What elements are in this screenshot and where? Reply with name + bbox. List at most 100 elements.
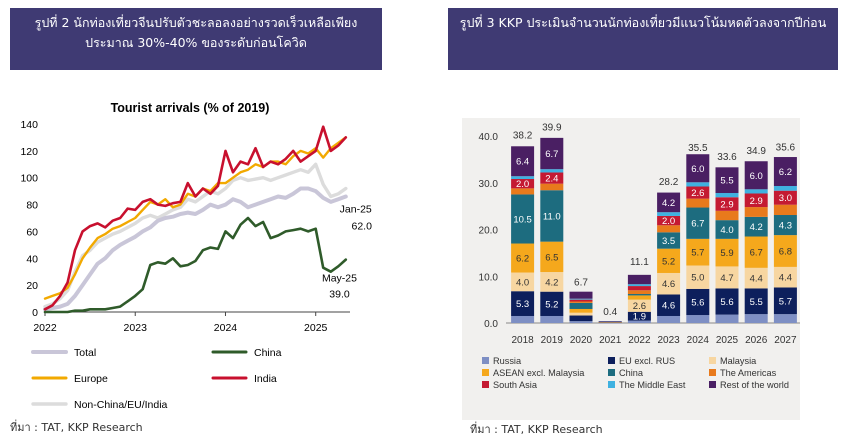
bar-total-label: 28.2	[659, 177, 679, 188]
x-tick-label: 2022	[628, 335, 651, 346]
bar-segment-asean-excl-malaysia	[569, 308, 593, 313]
bar-segment-the-middle-east	[540, 169, 564, 173]
bar-total-label: 39.9	[542, 122, 562, 133]
x-tick-label: 2026	[745, 335, 768, 346]
bar-segment-south-asia	[540, 172, 564, 184]
left-banner-text: รูปที่ 2 นักท่องเที่ยวจีนปรับตัวชะลอลงอย…	[34, 15, 358, 50]
bar-total-label: 35.5	[688, 143, 708, 154]
segment-label: 5.5	[750, 297, 763, 308]
bar-segment-the-americas	[686, 198, 710, 208]
bar-segment-the-middle-east	[686, 182, 710, 187]
bar-segment-south-asia	[511, 179, 535, 189]
segment-label: 6.2	[779, 167, 792, 178]
legend-label-south-asia: South Asia	[493, 380, 538, 390]
left-banner-title: รูปที่ 2 นักท่องเที่ยวจีนปรับตัวชะลอลงอย…	[10, 8, 382, 70]
x-tick-label: 2020	[570, 335, 593, 346]
bar-segment-russia	[540, 315, 564, 323]
legend-swatch-malaysia	[709, 357, 716, 364]
right-banner-title: รูปที่ 3 KKP ประเมินจำนวนนักท่องเที่ยวมี…	[448, 8, 838, 70]
line-chart-annotations: Jan-25 62.0 May-25 39.0	[322, 204, 372, 301]
bar-segment-china	[773, 215, 797, 236]
legend-swatch-asean-excl-malaysia	[482, 369, 489, 376]
segment-label: 5.7	[691, 248, 704, 259]
bar-total-label: 38.2	[513, 130, 533, 141]
segment-label: 4.0	[516, 277, 529, 288]
segment-label: 3.5	[662, 236, 675, 247]
bar-segment-malaysia	[540, 272, 564, 292]
segment-label: 4.2	[662, 198, 675, 209]
segment-label: 4.7	[720, 273, 733, 284]
bar-chart-legend: Russia EU excl. RUS Malaysia ASEAN excl. Ma…	[482, 356, 789, 390]
y-tick-label: 40	[26, 253, 38, 265]
bar-segment-china	[540, 190, 564, 242]
bar-segment-the-americas	[773, 204, 797, 216]
bar-segment-eu-excl-rus	[715, 288, 739, 315]
segment-label: 4.3	[779, 221, 792, 232]
bar-segment-malaysia	[686, 265, 710, 289]
bar-chart-x-ticks: 2018 2019 2020 2021 2022 2023 2024 2025 2026 2027	[511, 335, 796, 346]
segment-label: 2.6	[633, 301, 646, 312]
bar-chart-bars: 5.3 4.0 6.2 10.5 2.0 6.4 38.2 5.2 4.2 6.5 11.0 2.4 6…	[511, 122, 797, 324]
line-chart-series	[43, 125, 348, 314]
bar-segment-the-middle-east	[598, 321, 622, 323]
bar-segment-rest-of-the-world	[657, 192, 681, 213]
bar-segment-china	[657, 232, 681, 249]
bar-segment-malaysia	[657, 272, 681, 295]
legend-label-china: China	[254, 347, 282, 359]
segment-label: 2.4	[545, 174, 558, 185]
x-tick-label: 2025	[304, 322, 328, 334]
bar-segment-south-asia	[715, 197, 739, 211]
bar-segment-the-middle-east	[569, 298, 593, 300]
bar-segment-the-americas	[540, 183, 564, 191]
bar-segment-china	[627, 294, 651, 296]
bar-segment-rest-of-the-world	[569, 291, 593, 299]
y-tick-label: 60	[26, 226, 38, 238]
segment-label: 5.6	[691, 297, 704, 308]
legend-swatch-the-middle-east	[608, 381, 615, 388]
legend-swatch-the-americas	[709, 369, 716, 376]
legend-label-malaysia: Malaysia	[720, 356, 757, 366]
bar-total-label: 35.6	[776, 143, 796, 154]
x-tick-label: 2021	[599, 335, 622, 346]
series-line-non-china-eu-india	[43, 162, 348, 309]
bar-segment-south-asia	[773, 190, 797, 205]
bar-segment-the-middle-east	[511, 176, 535, 180]
legend-swatch-south-asia	[482, 381, 489, 388]
y-tick-label: 0	[32, 307, 38, 319]
bar-segment-eu-excl-rus	[627, 311, 651, 321]
segment-label: 4.0	[720, 225, 733, 236]
bar-segment-south-asia	[686, 186, 710, 199]
bar-segment-asean-excl-malaysia	[511, 243, 535, 273]
bar-segment-south-asia	[569, 299, 593, 302]
legend-label-russia: Russia	[493, 356, 522, 366]
segment-label: 10.5	[513, 214, 532, 225]
bar-segment-the-middle-east	[744, 189, 768, 194]
x-tick-label: 2024	[214, 322, 238, 334]
bar-segment-the-americas	[511, 188, 535, 195]
x-tick-label: 2022	[33, 322, 57, 334]
right-banner-text: รูปที่ 3 KKP ประเมินจำนวนนักท่องเที่ยวมี…	[459, 15, 827, 30]
bar-segment-malaysia	[511, 272, 535, 292]
stacked-bar-chart: 0.0 10.0 20.0 30.0 40.0 5.3 4.0 6.2 10.5 2.0 6.4 3…	[479, 122, 800, 390]
segment-label: 2.6	[691, 188, 704, 199]
bar-total-label: 0.4	[603, 307, 617, 318]
bar-segment-russia	[657, 315, 681, 323]
bar-segment-asean-excl-malaysia	[540, 241, 564, 273]
bar-segment-russia	[686, 315, 710, 323]
bar-segment-russia	[744, 314, 768, 323]
segment-label: 6.4	[516, 157, 529, 168]
segment-label: 5.6	[720, 297, 733, 308]
bar-segment-asean-excl-malaysia	[773, 235, 797, 267]
segment-label: 6.8	[779, 247, 792, 258]
bar-segment-malaysia	[627, 299, 651, 312]
y-tick-label: 20.0	[479, 226, 499, 237]
bar-segment-the-middle-east	[657, 212, 681, 216]
segment-label: 6.7	[750, 248, 763, 259]
legend-label-the-americas: The Americas	[720, 368, 777, 378]
segment-label: 5.2	[545, 299, 558, 310]
series-line-china	[43, 216, 348, 314]
legend-label-total: Total	[74, 347, 96, 359]
line-chart-y-ticks: 0 20 40 60 80 100 120 140	[20, 119, 38, 319]
y-tick-label: 20	[26, 280, 38, 292]
